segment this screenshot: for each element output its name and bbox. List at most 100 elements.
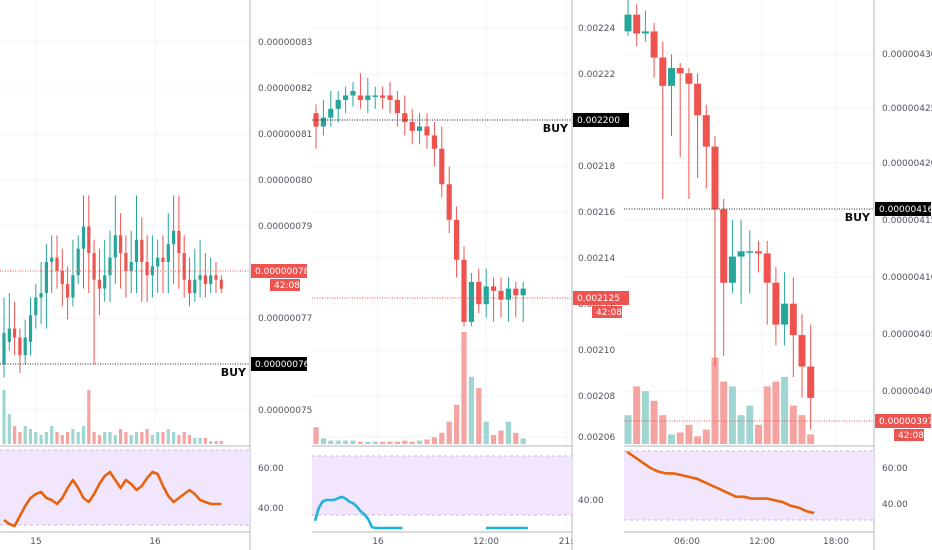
volume-bar (92, 432, 96, 444)
volume-bar (746, 405, 754, 444)
x-tick-label: 16 (149, 537, 161, 547)
volume-bar (81, 426, 86, 444)
chart-panel-1: 0.00000083 0.00000082 0.00000081 0.00000080… (0, 0, 313, 550)
candle-body (659, 57, 667, 86)
volume-bar (140, 432, 144, 444)
volume-bar (483, 421, 489, 444)
candle-body (763, 253, 771, 283)
chart-panel-3: 0.00000430 0.00000425 0.00000420 0.00000415… (624, 0, 932, 550)
volume-bar (150, 435, 154, 444)
volume-bar (685, 424, 693, 444)
candle-body (513, 288, 519, 296)
volume-bar (446, 421, 452, 444)
volume-bar (119, 429, 123, 444)
volume-bar (513, 432, 519, 444)
candle-body (781, 303, 789, 325)
volume-bar (454, 404, 460, 444)
volume-bar (772, 381, 780, 444)
countdown-label: 42:08 (898, 431, 924, 441)
candle-body (343, 95, 349, 100)
candle-body (193, 279, 197, 294)
volume-bar (214, 441, 218, 444)
candle-body (34, 297, 38, 316)
y-tick-label: 0.00208 (578, 392, 615, 402)
countdown-tag (270, 279, 300, 291)
y-tick-label: 0.00222 (578, 70, 615, 80)
current-price-tag (875, 414, 931, 428)
volume-bar (668, 434, 675, 444)
candle-body (156, 257, 160, 267)
candle-body (140, 239, 144, 262)
candle-body (624, 14, 632, 32)
volume-bar (431, 437, 437, 444)
x-tick-label: 18:00 (823, 537, 849, 547)
y-tick-label: 0.00000080 (258, 176, 313, 186)
candle-body (182, 253, 186, 280)
candle-body (711, 146, 719, 210)
volume-bar (320, 438, 326, 444)
candle-body (209, 275, 213, 285)
volume-bar (711, 357, 719, 444)
candle-body (161, 257, 165, 262)
volume-bar (505, 421, 511, 444)
candle-body (350, 91, 356, 96)
volume-bar (50, 426, 54, 444)
candle-body (60, 270, 64, 285)
candle-body (177, 230, 181, 254)
y-tick-label: 0.00000405 (882, 330, 932, 340)
volume-bar (145, 429, 149, 444)
rsi-tick-label: 60.00 (258, 464, 284, 474)
volume-bar (676, 432, 684, 444)
rsi-line (3, 470, 222, 528)
x-tick-label: 21: (559, 537, 573, 547)
volume-bar (13, 426, 17, 444)
volume-bar (198, 438, 202, 444)
candle-body (13, 328, 17, 338)
volume-bar (7, 414, 11, 444)
y-tick-label: 0.00216 (578, 208, 615, 218)
volume-bar (187, 435, 192, 444)
y-tick-label: 0.00000075 (258, 406, 312, 416)
candle-body (454, 219, 460, 260)
volume-bar (520, 438, 526, 444)
rsi-line (313, 495, 403, 530)
candle-body (97, 279, 101, 289)
volume-bar (387, 441, 393, 444)
volume-bar (702, 429, 710, 444)
volume-bar (76, 432, 80, 444)
volume-bar (409, 441, 415, 444)
volume-bar (476, 388, 482, 444)
volume-bar (755, 424, 762, 444)
candle-body (103, 275, 107, 289)
volume-bar (498, 430, 504, 444)
rsi-band (0, 450, 250, 525)
candle-body (446, 184, 452, 220)
candle-body (129, 261, 133, 271)
candle-body (402, 113, 408, 123)
countdown-label: 42:08 (274, 281, 300, 291)
volume-bar (365, 441, 371, 444)
volume-bar (161, 432, 165, 444)
candle-body (50, 257, 54, 262)
y-tick-label: 0.00000415 (882, 216, 932, 226)
candle-body (789, 303, 797, 336)
volume-bar (103, 432, 107, 444)
rsi-tick-label: 40.00 (258, 504, 284, 514)
volume-bar (350, 440, 356, 444)
candle-body (424, 126, 430, 136)
rsi-band (312, 456, 572, 515)
buy-price-tag (573, 113, 629, 127)
y-tick-label: 0.00000400 (882, 387, 932, 397)
candle-body (134, 239, 139, 262)
candle-body (113, 235, 117, 258)
volume-bar (39, 435, 43, 444)
volume-bar (402, 440, 408, 444)
volume-bar (55, 432, 59, 444)
candle-body (81, 226, 86, 249)
candle-body (320, 117, 326, 127)
volume-bar (193, 438, 197, 444)
volume-bar (417, 440, 423, 444)
buy-price-label: 0.00000416 (879, 205, 932, 215)
volume-bar (737, 415, 745, 444)
volume-bar (357, 441, 363, 444)
